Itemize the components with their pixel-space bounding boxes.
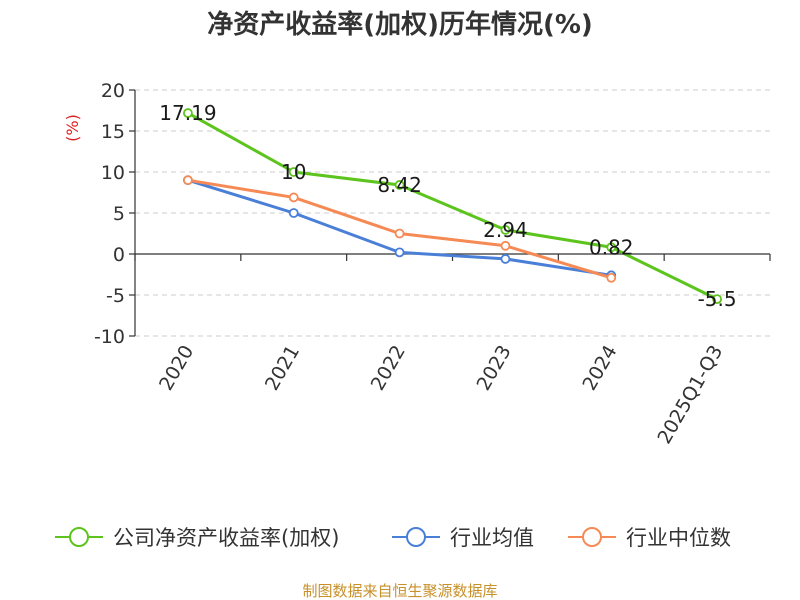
data-labels: 17.19 10 8.42 2.94 0.82 -5.5 (159, 101, 736, 311)
y-tick-label: 0 (113, 244, 125, 266)
data-label: 10 (281, 160, 306, 184)
legend-label: 行业中位数 (626, 526, 731, 550)
data-point (606, 272, 617, 283)
source-note: 制图数据来自恒生聚源数据库 (302, 582, 497, 600)
legend: 公司净资产收益率(加权) 行业均值 行业中位数 (55, 526, 731, 550)
axes: 20 15 10 5 0 -5 -10 2020 2021 2022 2023 2024 2025Q1-… (94, 80, 771, 448)
x-tick-label: 2021 (261, 342, 304, 395)
y-tick-label: 15 (101, 121, 125, 143)
data-point (394, 180, 405, 190)
data-point (183, 175, 193, 186)
data-label: -5.5 (698, 287, 737, 311)
data-point (183, 108, 193, 118)
legend-swatch-marker (69, 527, 89, 547)
data-point (288, 192, 299, 203)
series-layer (183, 108, 722, 305)
x-tick-label: 2020 (155, 342, 198, 395)
series-line-0 (187, 111, 718, 301)
x-tick-label: 2025Q1-Q3 (653, 342, 727, 448)
x-tick-label: 2022 (367, 342, 410, 395)
data-point (288, 208, 299, 218)
y-tick-label: -10 (94, 326, 125, 348)
y-tick-label: 5 (113, 203, 125, 225)
data-label: 0.82 (589, 235, 634, 259)
data-point (712, 294, 722, 305)
data-label: 17.19 (159, 101, 216, 125)
chart-title: 净资产收益率(加权)历年情况(%) (207, 9, 593, 40)
y-axis-label: (%) (63, 114, 82, 142)
y-tick-label: 10 (101, 162, 125, 184)
legend-swatch-marker (406, 527, 426, 547)
data-point (394, 228, 405, 239)
data-point (500, 224, 511, 235)
data-label: 8.42 (377, 173, 422, 197)
x-tick-label: 2024 (578, 342, 621, 395)
y-tick-label: 20 (101, 80, 125, 102)
data-point (606, 242, 617, 253)
data-label: 2.94 (483, 218, 528, 242)
legend-swatch-marker (582, 527, 602, 547)
y-tick-label: -5 (106, 285, 125, 307)
data-point (288, 167, 299, 177)
data-point (500, 240, 511, 251)
data-point (500, 254, 511, 264)
legend-label: 公司净资产收益率(加权) (113, 526, 339, 550)
legend-label: 行业均值 (450, 526, 534, 550)
grid (135, 89, 770, 337)
data-point (394, 247, 405, 258)
x-tick-label: 2023 (473, 341, 516, 394)
